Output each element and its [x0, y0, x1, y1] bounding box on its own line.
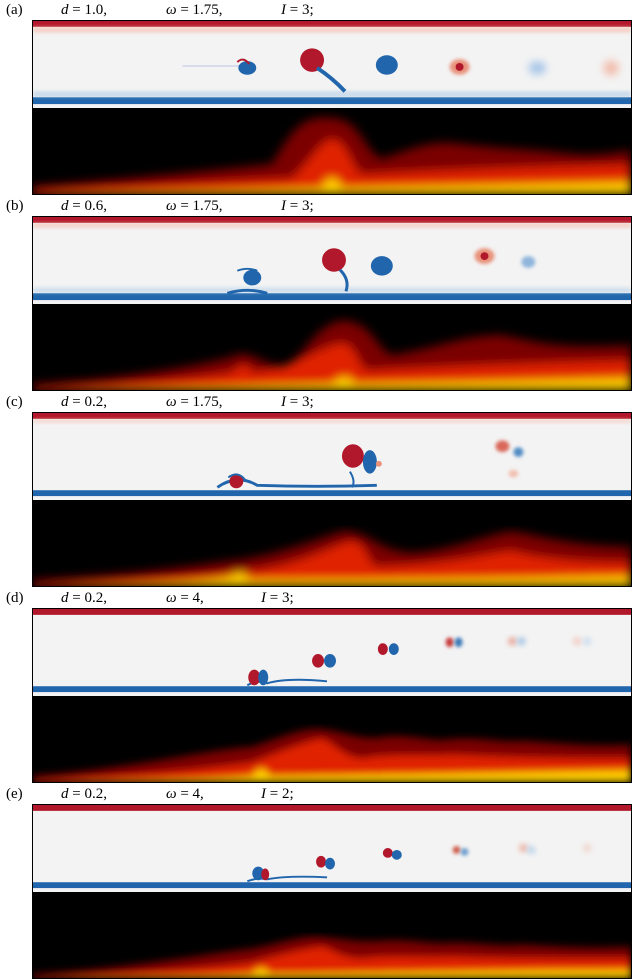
vorticity-field: [32, 412, 632, 501]
param-i: I = 3;: [281, 198, 314, 214]
panel-label: (b): [6, 198, 24, 214]
panel-a: (a) d = 1.0, ω = 1.75, I = 3;: [0, 0, 636, 196]
panel-label: (a): [6, 2, 23, 18]
panel-e: (e) d = 0.2, ω = 4, I = 2;: [0, 784, 636, 980]
param-d: d = 0.6,: [61, 198, 107, 214]
param-omega: ω = 1.75,: [166, 2, 223, 18]
param-i: I = 3;: [281, 394, 314, 410]
param-d: d = 0.2,: [61, 590, 107, 606]
panel-b: (b) d = 0.6, ω = 1.75, I = 3;: [0, 196, 636, 392]
param-d: d = 1.0,: [61, 2, 107, 18]
vorticity-field: [32, 216, 632, 305]
scalar-field: [32, 501, 632, 587]
panel-d: (d) d = 0.2, ω = 4, I = 3;: [0, 588, 636, 784]
param-i: I = 2;: [261, 786, 294, 802]
param-omega: ω = 1.75,: [166, 394, 223, 410]
vorticity-field: [32, 20, 632, 109]
scalar-field: [32, 697, 632, 783]
param-d: d = 0.2,: [61, 394, 107, 410]
scalar-field: [32, 109, 632, 195]
vorticity-field: [32, 804, 632, 893]
panel-c: (c) d = 0.2, ω = 1.75, I = 3;: [0, 392, 636, 588]
param-d: d = 0.2,: [61, 786, 107, 802]
scalar-field: [32, 893, 632, 979]
param-i: I = 3;: [281, 2, 314, 18]
param-omega: ω = 4,: [166, 590, 204, 606]
scalar-field: [32, 305, 632, 391]
param-omega: ω = 1.75,: [166, 198, 223, 214]
param-i: I = 3;: [261, 590, 294, 606]
param-omega: ω = 4,: [166, 786, 204, 802]
panel-label: (d): [6, 590, 24, 606]
panel-label: (c): [6, 394, 23, 410]
panel-label: (e): [6, 786, 23, 802]
vorticity-field: [32, 608, 632, 697]
